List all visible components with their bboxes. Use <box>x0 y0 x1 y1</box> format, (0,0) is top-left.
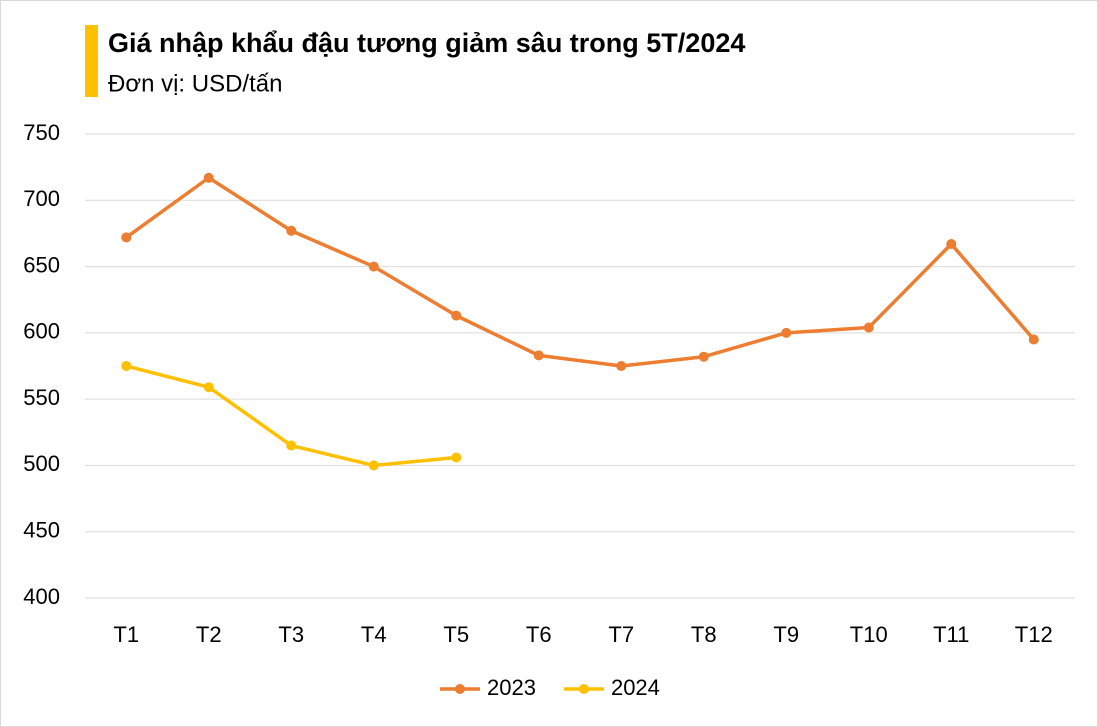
point <box>451 310 462 321</box>
y-tick-label: 750 <box>23 120 60 145</box>
point <box>121 232 132 243</box>
y-tick-label: 500 <box>23 451 60 476</box>
legend-label: 2023 <box>487 675 536 700</box>
series-line <box>125 175 1036 368</box>
title-accent <box>85 25 98 97</box>
chart-title: Giá nhập khẩu đậu tương giảm sâu trong 5… <box>108 28 745 58</box>
point <box>368 261 379 272</box>
point <box>616 361 627 371</box>
y-tick-label: 700 <box>23 186 60 211</box>
point <box>1028 334 1039 345</box>
x-tick-label: T3 <box>278 622 304 647</box>
point <box>368 460 379 471</box>
y-tick-label: 450 <box>23 518 60 543</box>
point <box>863 322 874 333</box>
legend-marker <box>455 684 465 694</box>
y-tick-label: 400 <box>23 584 60 609</box>
y-tick-label: 650 <box>23 252 60 277</box>
point <box>121 361 132 371</box>
chart-subtitle: Đơn vị: USD/tấn <box>108 70 282 97</box>
x-tick-label: T10 <box>850 622 888 647</box>
x-tick-label: T9 <box>773 622 799 647</box>
y-tick-label: 600 <box>23 319 60 344</box>
point <box>451 452 462 463</box>
x-tick-label: T11 <box>933 622 969 647</box>
point <box>203 172 214 183</box>
point <box>533 350 544 361</box>
x-tick-label: T2 <box>196 622 222 647</box>
x-tick-label: T5 <box>443 622 469 647</box>
x-tick-label: T8 <box>691 622 717 647</box>
point <box>286 440 297 451</box>
point <box>286 225 297 236</box>
x-tick-label: T12 <box>1015 622 1053 647</box>
x-tick-label: T7 <box>608 622 634 647</box>
legend-label: 2024 <box>611 675 660 700</box>
x-tick-label: T6 <box>526 622 552 647</box>
x-tick-label: T1 <box>113 622 139 647</box>
legend-marker <box>578 684 589 694</box>
point <box>698 351 709 362</box>
y-tick-label: 550 <box>23 385 60 410</box>
point <box>781 327 792 338</box>
point <box>203 382 214 393</box>
x-tick-label: T4 <box>361 622 387 647</box>
point <box>946 239 957 250</box>
